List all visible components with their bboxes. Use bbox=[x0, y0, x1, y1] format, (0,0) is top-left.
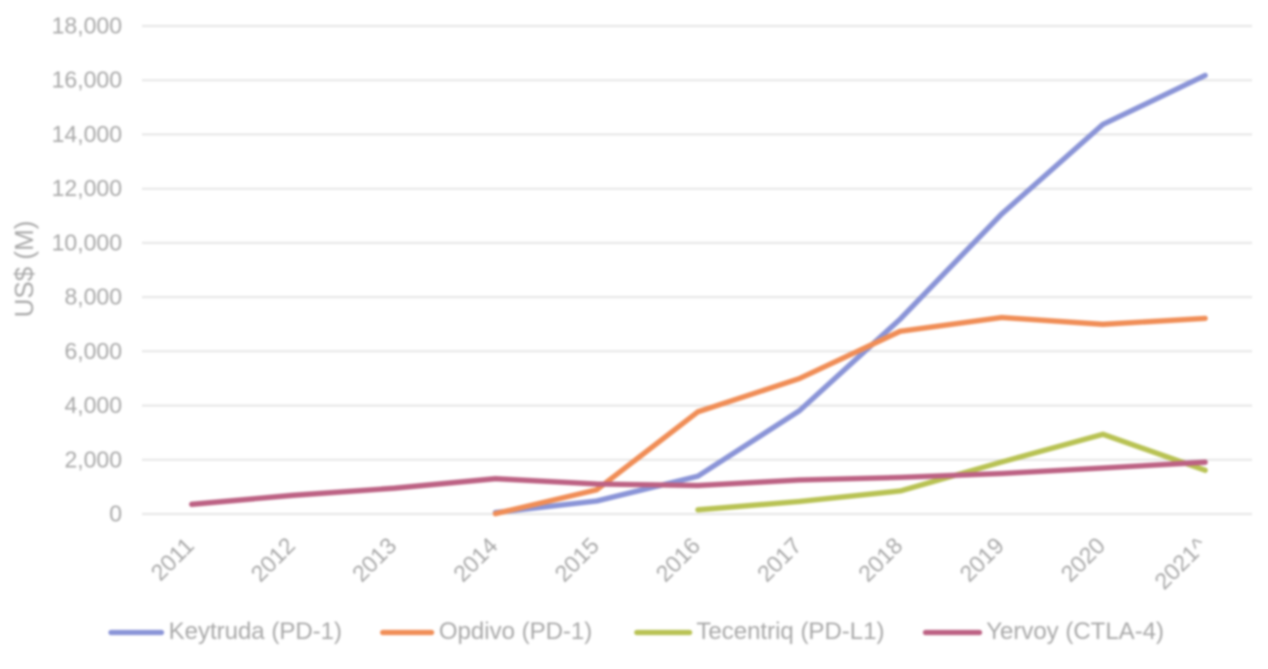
svg-text:6,000: 6,000 bbox=[64, 338, 122, 364]
svg-text:12,000: 12,000 bbox=[52, 175, 122, 201]
svg-text:Keytruda (PD-1): Keytruda (PD-1) bbox=[169, 618, 342, 645]
svg-text:US$ (M): US$ (M) bbox=[9, 221, 39, 318]
svg-text:Opdivo (PD-1): Opdivo (PD-1) bbox=[439, 618, 592, 645]
svg-text:16,000: 16,000 bbox=[52, 67, 122, 93]
svg-text:Tecentriq (PD-L1): Tecentriq (PD-L1) bbox=[696, 618, 884, 645]
svg-text:4,000: 4,000 bbox=[64, 392, 122, 418]
svg-text:0: 0 bbox=[109, 501, 122, 527]
svg-text:Yervoy (CTLA-4): Yervoy (CTLA-4) bbox=[986, 618, 1164, 645]
svg-text:8,000: 8,000 bbox=[64, 284, 122, 310]
svg-text:18,000: 18,000 bbox=[52, 13, 122, 39]
svg-text:14,000: 14,000 bbox=[52, 121, 122, 147]
svg-text:10,000: 10,000 bbox=[52, 229, 122, 255]
svg-text:2,000: 2,000 bbox=[64, 446, 122, 472]
